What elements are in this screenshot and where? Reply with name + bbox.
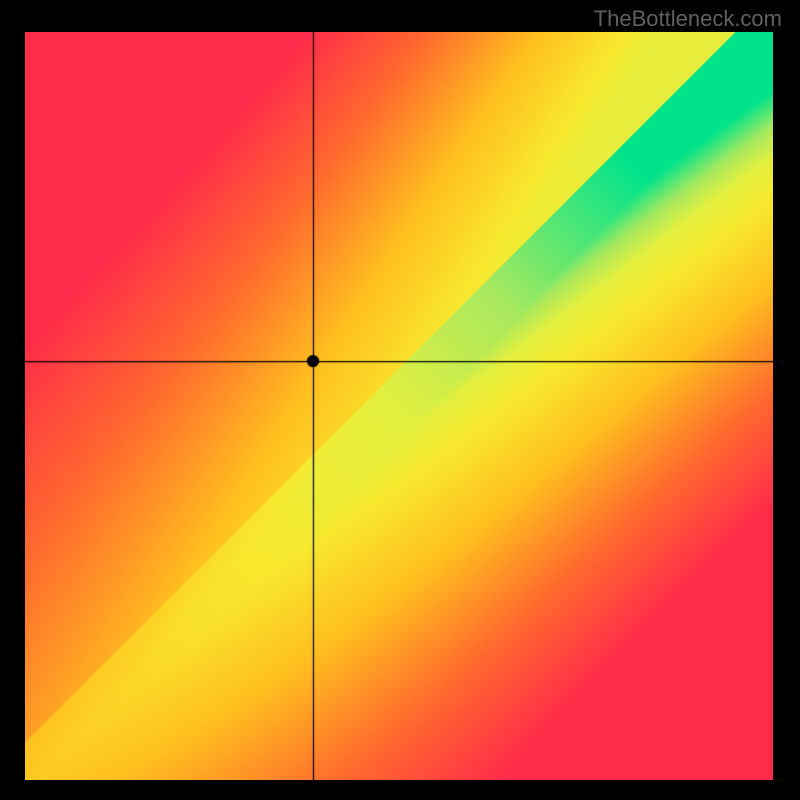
watermark-text: TheBottleneck.com <box>594 6 782 32</box>
chart-container: TheBottleneck.com <box>0 0 800 800</box>
crosshair-overlay <box>25 32 773 780</box>
heatmap-plot <box>25 32 773 780</box>
